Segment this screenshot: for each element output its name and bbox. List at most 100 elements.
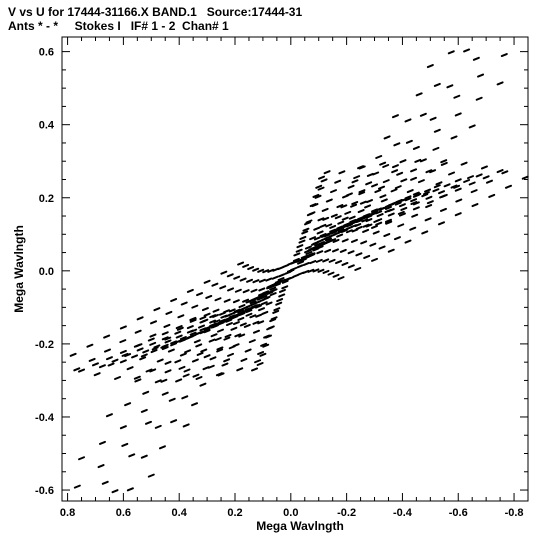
- uv-point: [105, 413, 113, 418]
- uv-point: [341, 216, 349, 221]
- uv-point: [398, 203, 406, 208]
- uv-point: [227, 352, 235, 357]
- uv-point: [354, 219, 362, 224]
- uv-point: [366, 199, 374, 204]
- uv-point: [398, 212, 406, 217]
- uv-point: [314, 194, 322, 199]
- uv-point: [254, 359, 262, 364]
- uv-point: [315, 184, 323, 189]
- uv-point: [242, 263, 250, 268]
- uv-point: [376, 213, 384, 218]
- uv-point: [133, 375, 141, 380]
- uv-point: [219, 285, 227, 290]
- uv-point: [163, 323, 171, 328]
- uv-point: [414, 158, 422, 163]
- uv-point: [440, 193, 448, 198]
- uv-point: [341, 261, 349, 266]
- uv-point: [272, 309, 280, 314]
- uv-point: [439, 207, 447, 212]
- uv-point: [417, 179, 425, 184]
- uv-point: [336, 225, 344, 230]
- uv-point: [330, 213, 338, 218]
- uv-point: [259, 352, 267, 357]
- uv-point: [322, 216, 330, 221]
- uv-point: [350, 238, 358, 243]
- uv-point: [226, 273, 234, 278]
- uv-point: [164, 336, 172, 341]
- uv-point: [182, 336, 190, 341]
- x-tick-label: -0.6: [449, 507, 468, 519]
- uv-point: [321, 207, 329, 212]
- uv-point: [477, 73, 485, 78]
- uv-point: [318, 175, 326, 180]
- uv-point: [223, 358, 231, 363]
- uv-point: [425, 169, 433, 174]
- uv-point: [446, 84, 454, 89]
- uv-point: [149, 368, 157, 373]
- uv-point: [324, 237, 332, 242]
- uv-point: [290, 260, 298, 265]
- uv-point: [412, 206, 420, 211]
- tick-labels: 0.8 0.6 0.4 0.2 0.0 -0.2 -0.4 -0.6 -0.8 0.6 0.4 0.2…: [35, 47, 524, 519]
- uv-point: [136, 316, 144, 321]
- uv-point: [387, 248, 395, 253]
- uv-point: [270, 316, 278, 321]
- uv-point: [391, 114, 399, 119]
- uv-point: [419, 112, 427, 117]
- uv-point: [168, 397, 176, 402]
- uv-point: [174, 359, 182, 364]
- uv-point: [256, 296, 264, 301]
- uv-point: [237, 261, 245, 266]
- uv-point: [121, 442, 129, 447]
- uv-point: [455, 198, 463, 203]
- uv-point: [182, 373, 190, 378]
- uv-point: [248, 339, 256, 344]
- uv-point: [243, 323, 251, 328]
- uv-point: [437, 190, 445, 195]
- uv-point: [69, 352, 77, 357]
- uv-point: [231, 313, 239, 318]
- uv-point: [221, 362, 229, 367]
- uv-point: [186, 329, 194, 334]
- uv-point: [140, 454, 148, 459]
- uv-point: [258, 278, 266, 283]
- uv-point: [145, 368, 153, 373]
- uv-point: [475, 96, 483, 101]
- uv-point: [298, 239, 306, 244]
- uv-point: [343, 222, 351, 227]
- uv-point: [371, 210, 379, 215]
- uv-point: [189, 333, 197, 338]
- uv-point: [318, 241, 326, 246]
- uv-point: [203, 354, 211, 359]
- uv-point: [232, 299, 240, 304]
- uv-point: [329, 224, 337, 229]
- uv-point: [176, 326, 184, 331]
- uv-point: [183, 368, 191, 373]
- plot-frame: [61, 36, 529, 502]
- uv-point: [325, 198, 333, 203]
- uv-point: [375, 218, 383, 223]
- uv-point: [256, 361, 264, 366]
- uv-point: [86, 343, 94, 348]
- uv-point: [467, 175, 475, 180]
- uv-point: [429, 169, 437, 174]
- uv-point: [111, 489, 119, 494]
- uv-point: [296, 244, 304, 249]
- uv-point: [212, 308, 220, 313]
- uv-point: [278, 293, 286, 298]
- uv-point: [287, 268, 295, 273]
- uv-point: [266, 284, 274, 289]
- uv-point: [149, 333, 157, 338]
- uv-point: [214, 321, 222, 326]
- uv-point: [191, 358, 199, 363]
- uv-point: [153, 344, 161, 349]
- uv-point: [471, 203, 479, 208]
- uv-point: [266, 326, 274, 331]
- uv-point: [119, 325, 127, 330]
- uv-point: [357, 209, 365, 214]
- uv-point: [161, 331, 169, 336]
- uv-point: [111, 358, 119, 363]
- uv-point: [164, 360, 172, 365]
- uv-point: [380, 198, 388, 203]
- x-tick-label: 0.0: [283, 507, 298, 519]
